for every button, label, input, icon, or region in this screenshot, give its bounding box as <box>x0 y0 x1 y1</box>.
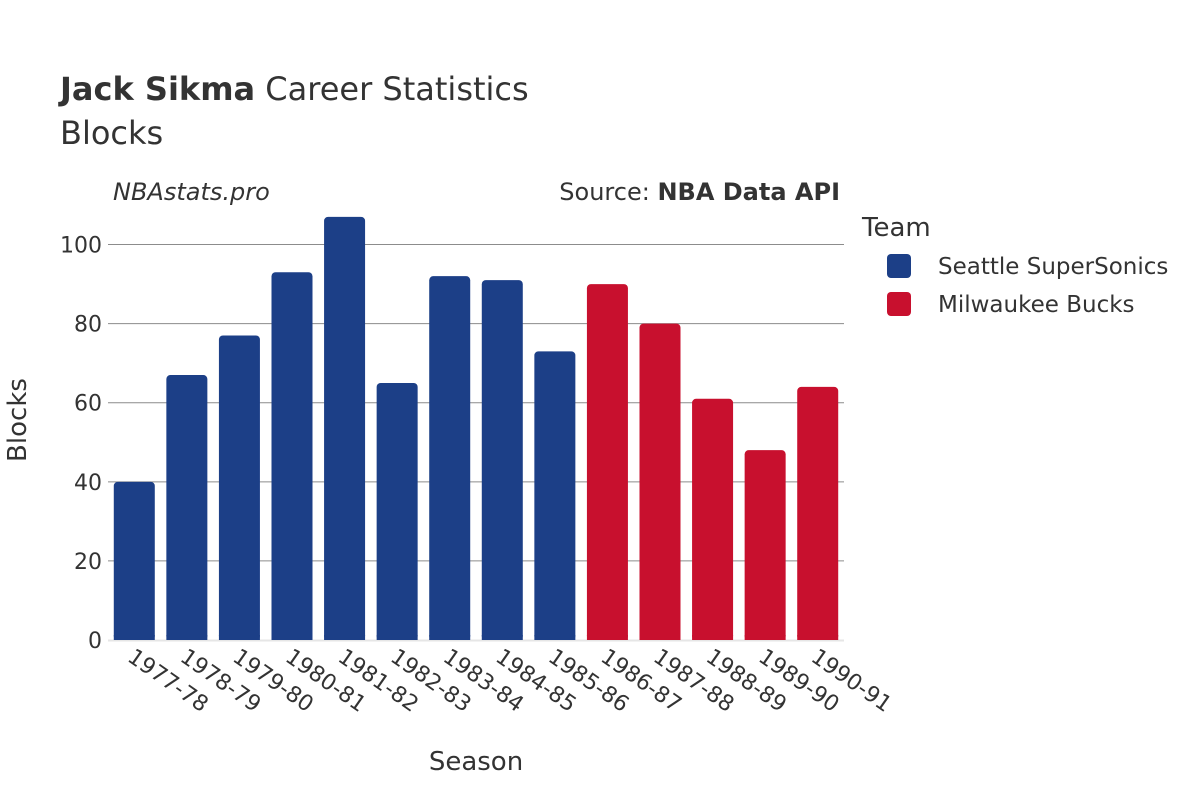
bar-1982-83 <box>376 382 418 640</box>
y-tick-label: 100 <box>60 234 102 259</box>
chart-title-player: Jack Sikma <box>58 70 255 108</box>
y-axis-title: Blocks <box>3 378 33 462</box>
legend-label: Milwaukee Bucks <box>938 292 1135 318</box>
legend-title: Team <box>861 213 931 243</box>
legend-swatch <box>887 254 911 278</box>
bar-1985-86 <box>534 351 576 640</box>
source-credit: Source: NBA Data API <box>559 178 840 206</box>
bar-1979-80 <box>218 335 260 640</box>
bar-base-1981-82 <box>324 635 366 640</box>
bar-base-1984-85 <box>481 635 523 640</box>
y-tick-label: 0 <box>88 629 102 654</box>
bar-1989-90 <box>744 450 786 640</box>
bars <box>113 216 839 640</box>
bar-base-1985-86 <box>534 635 576 640</box>
chart-title: Jack Sikma Career Statistics <box>58 70 529 108</box>
bar-base-1986-87 <box>586 635 628 640</box>
y-axis-ticks: 0 20 40 60 80 100 <box>60 234 102 654</box>
bar-1988-89 <box>692 398 734 640</box>
bar-1990-91 <box>797 386 839 640</box>
bar-1978-79 <box>166 375 208 640</box>
legend-label: Seattle SuperSonics <box>938 254 1168 280</box>
chart-title-rest: Career Statistics <box>255 70 529 108</box>
source-prefix: Source: <box>559 178 657 206</box>
bar-base-1987-88 <box>639 635 681 640</box>
bar-base-1990-91 <box>797 635 839 640</box>
bar-base-1978-79 <box>166 635 208 640</box>
y-tick-label: 60 <box>74 392 102 417</box>
bar-base-1982-83 <box>376 635 418 640</box>
y-tick-label: 40 <box>74 471 102 496</box>
legend-swatch <box>887 292 911 316</box>
bar-base-1989-90 <box>744 635 786 640</box>
bar-1984-85 <box>481 280 523 640</box>
bar-1977-78 <box>113 481 155 640</box>
bar-base-1983-84 <box>429 635 471 640</box>
gridlines <box>108 244 844 642</box>
bar-base-1988-89 <box>692 635 734 640</box>
x-axis-title: Season <box>429 747 523 777</box>
bar-base-1977-78 <box>113 635 155 640</box>
watermark: NBAstats.pro <box>113 178 270 206</box>
bar-1981-82 <box>324 216 366 640</box>
legend: Team Seattle SuperSonics Milwaukee Bucks <box>861 213 1168 318</box>
bar-base-1979-80 <box>218 635 260 640</box>
x-axis-ticks: 1977-781978-791979-801980-811981-821982-… <box>123 644 896 717</box>
bar-1983-84 <box>429 276 471 640</box>
bar-1980-81 <box>271 272 313 640</box>
bar-base-1980-81 <box>271 635 313 640</box>
source-name: NBA Data API <box>657 178 840 206</box>
y-tick-label: 20 <box>74 550 102 575</box>
chart-subtitle: Blocks <box>60 114 163 152</box>
bar-1986-87 <box>586 284 628 640</box>
y-tick-label: 80 <box>74 313 102 338</box>
bar-1987-88 <box>639 323 681 640</box>
